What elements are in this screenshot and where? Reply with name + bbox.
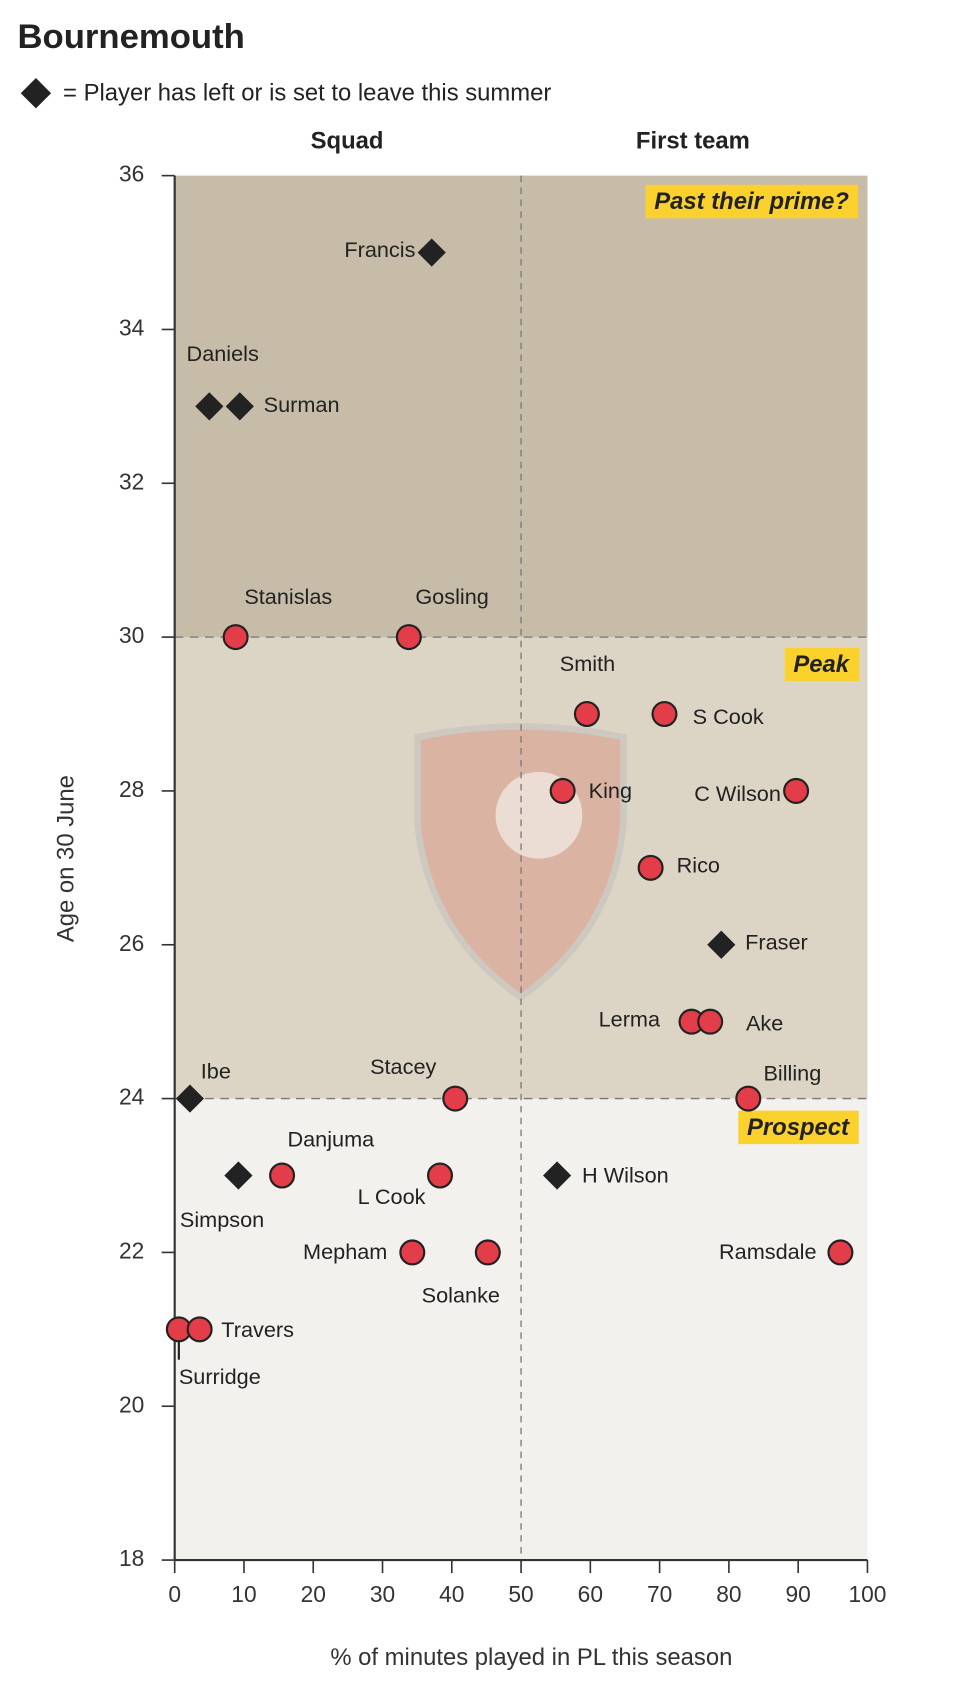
zone-label-bg [784, 647, 860, 682]
point-label: Stacey [370, 1054, 436, 1079]
x-tick-label: 90 [786, 1581, 811, 1607]
x-tick-label: 80 [716, 1581, 741, 1607]
point [442, 1085, 469, 1112]
x-tick-label: 60 [578, 1581, 603, 1607]
y-tick-label: 36 [119, 161, 144, 187]
leaving-point [224, 1161, 253, 1190]
leaving-point [225, 392, 254, 421]
column-header: Squad [311, 127, 384, 154]
zone-label: Prospect [747, 1114, 850, 1141]
point-label: Fraser [745, 929, 808, 954]
point [427, 1162, 454, 1189]
leaving-point [707, 930, 736, 959]
point-label: Ake [746, 1011, 783, 1036]
point-label: S Cook [693, 704, 764, 729]
legend-marker [20, 78, 52, 109]
point-label: Mepham [303, 1239, 387, 1264]
point [186, 1316, 213, 1343]
y-tick-label: 20 [119, 1391, 144, 1417]
point-label: Rico [677, 852, 720, 877]
leaving-point [175, 1084, 205, 1113]
point [637, 854, 664, 881]
point-label: Travers [221, 1317, 294, 1342]
point-label: Lerma [599, 1006, 661, 1031]
y-tick-label: 18 [119, 1545, 144, 1571]
point-label: Billing [763, 1060, 821, 1085]
zone-label: Peak [793, 651, 850, 678]
column-header: First team [636, 127, 750, 154]
point [697, 1008, 724, 1035]
point [222, 624, 249, 651]
point-label: King [589, 778, 632, 803]
point-label: Danjuma [287, 1127, 375, 1152]
point-label: Smith [560, 651, 615, 676]
point [735, 1085, 762, 1112]
leaving-point [195, 392, 224, 421]
point-label: Surman [264, 392, 340, 417]
x-tick-label: 40 [439, 1581, 464, 1607]
y-tick-label: 26 [119, 930, 144, 956]
point-label: Surridge [179, 1364, 261, 1389]
leaving-point [542, 1161, 572, 1190]
x-tick-label: 30 [370, 1581, 395, 1607]
point-label: Daniels [187, 341, 259, 366]
point [573, 701, 600, 728]
leaving-point [417, 238, 446, 267]
point-label: Solanke [422, 1283, 500, 1308]
y-tick-label: 30 [119, 622, 144, 648]
zone-label-bg [645, 184, 859, 219]
point-label: Ramsdale [719, 1239, 817, 1264]
chart-title: Bournemouth [17, 18, 244, 56]
point [395, 624, 422, 651]
legend-label: = Player has left or is set to leave thi… [63, 80, 551, 107]
point [827, 1239, 854, 1266]
x-tick-label: 0 [168, 1581, 181, 1607]
point-label: Francis [344, 237, 415, 262]
point [269, 1162, 296, 1189]
point-label: Stanislas [244, 584, 332, 609]
point [783, 777, 810, 804]
zone-label: Past their prime? [654, 188, 849, 215]
point [399, 1239, 426, 1266]
point-label: Ibe [201, 1058, 231, 1083]
point-label: L Cook [358, 1184, 426, 1209]
x-axis-label: % of minutes played in PL this season [330, 1644, 732, 1671]
point [474, 1239, 501, 1266]
x-tick-label: 50 [508, 1581, 533, 1607]
x-tick-label: 20 [301, 1581, 326, 1607]
point [651, 701, 678, 728]
point-label: H Wilson [582, 1162, 669, 1187]
x-tick-label: 70 [647, 1581, 672, 1607]
y-tick-label: 34 [119, 314, 144, 340]
y-tick-label: 22 [119, 1237, 144, 1263]
x-tick-label: 100 [848, 1581, 886, 1607]
x-tick-label: 10 [231, 1581, 256, 1607]
point-label: Gosling [415, 584, 488, 609]
y-axis-label: Age on 30 June [53, 775, 80, 942]
y-tick-label: 32 [119, 468, 144, 494]
y-tick-label: 28 [119, 776, 144, 802]
zone-label-bg [738, 1110, 859, 1145]
point-label: C Wilson [694, 781, 781, 806]
point [549, 777, 576, 804]
y-tick-label: 24 [119, 1084, 144, 1110]
point-label: Simpson [180, 1207, 264, 1232]
